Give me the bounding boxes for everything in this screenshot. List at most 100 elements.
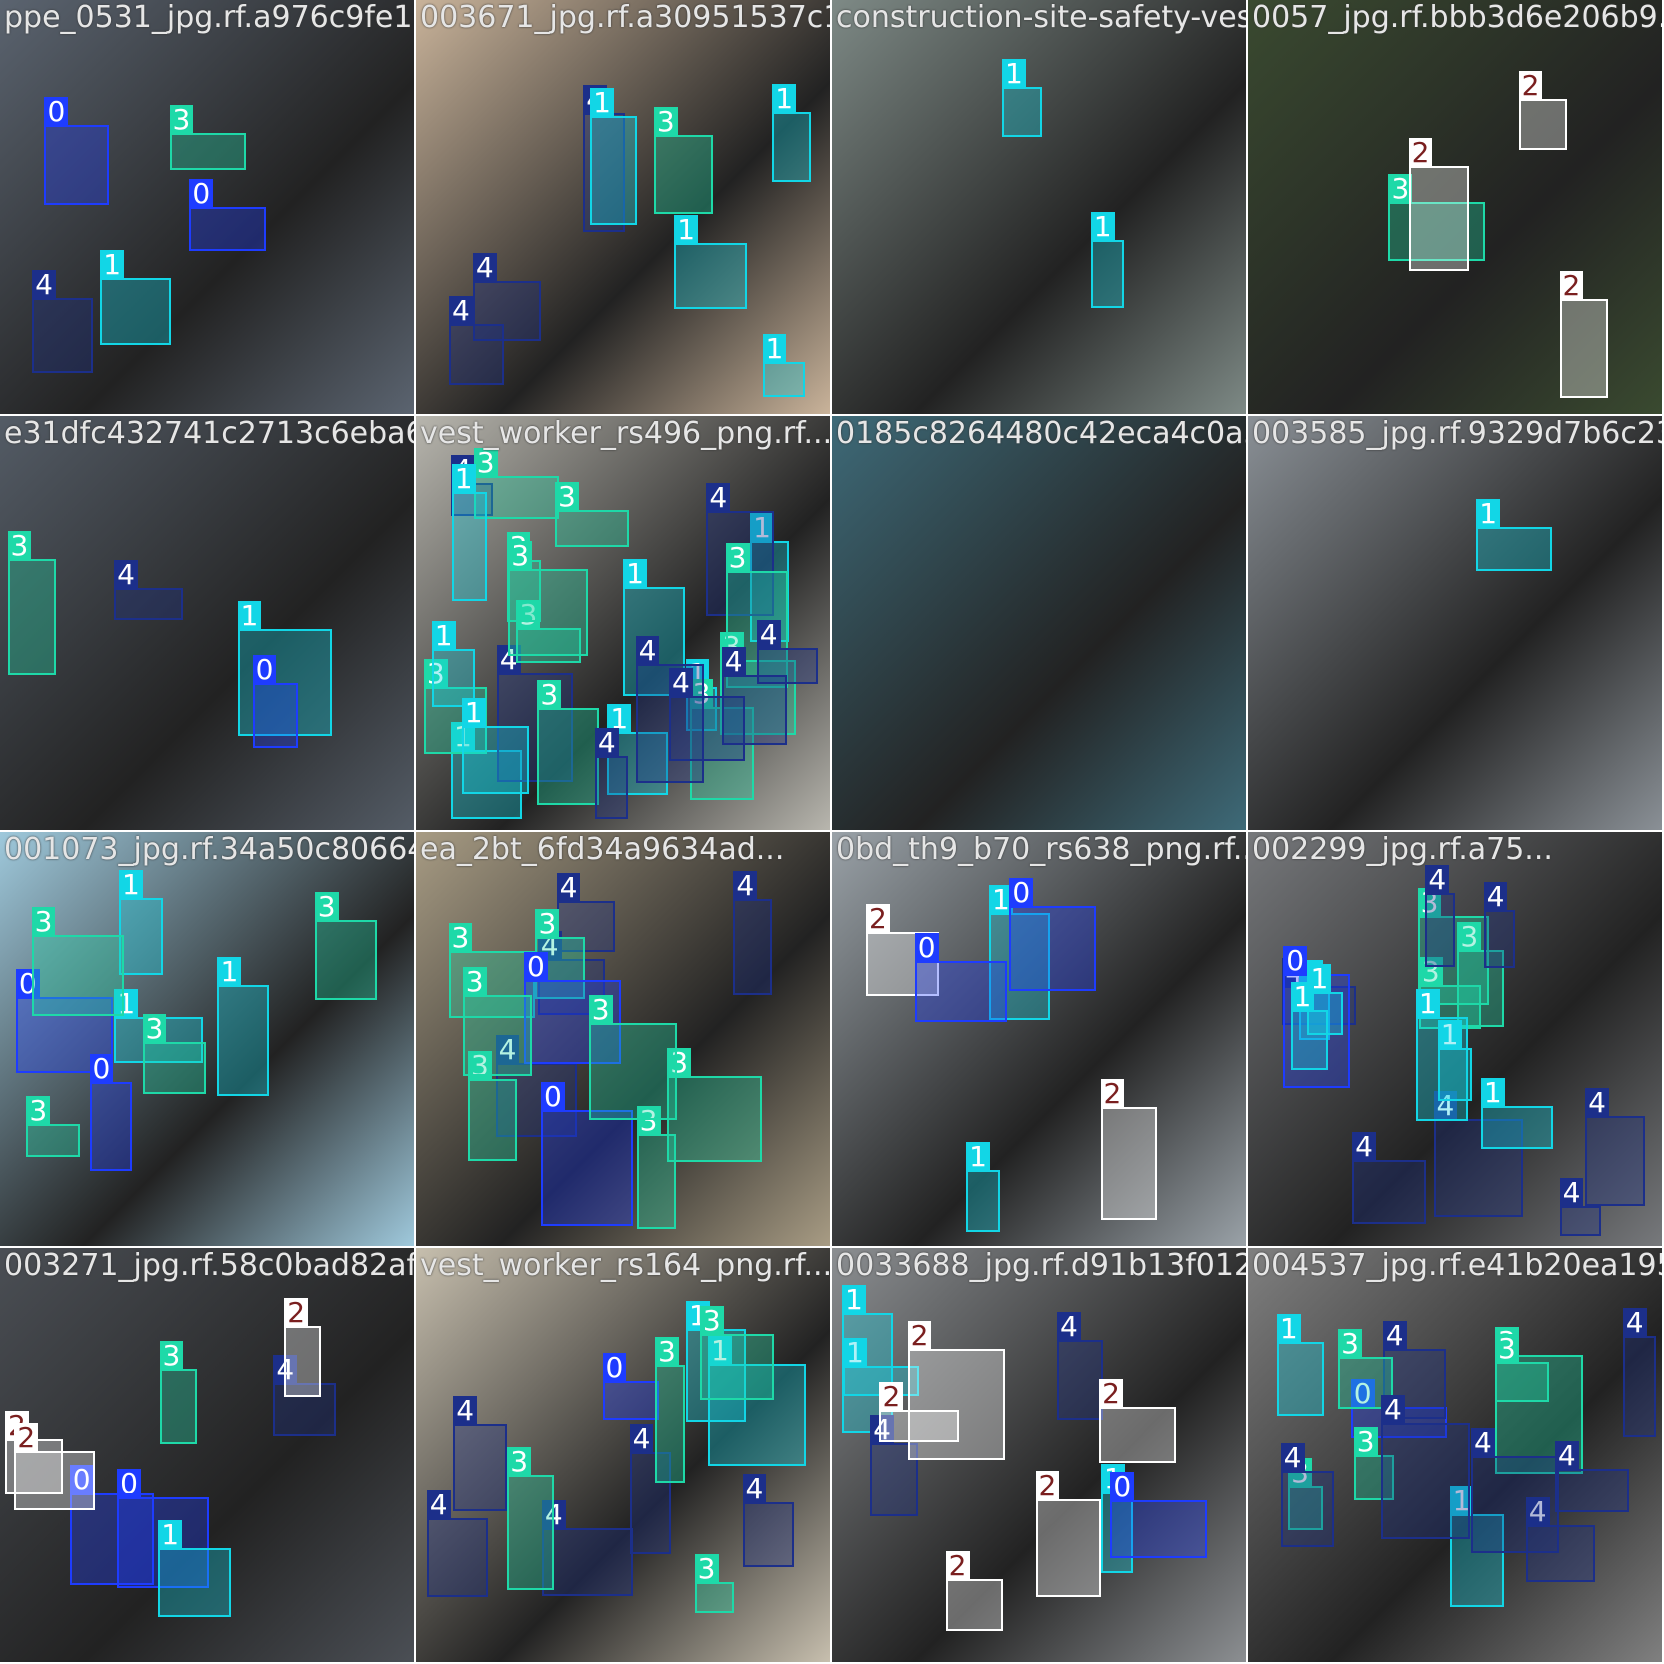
bbox-class-3: 3 bbox=[315, 920, 377, 1000]
tile-filename: vest_worker_rs164_png.rf... bbox=[420, 1248, 832, 1283]
bbox-class-4: 4 bbox=[1425, 893, 1455, 967]
bbox-label: 3 bbox=[555, 482, 579, 512]
bbox-label: 4 bbox=[1383, 1321, 1407, 1351]
bbox-label: 3 bbox=[655, 1337, 679, 1367]
bbox-label: 3 bbox=[507, 1447, 531, 1477]
bbox-label: 3 bbox=[1354, 1427, 1378, 1457]
bbox-class-3: 3 bbox=[143, 1042, 207, 1095]
bbox-label: 2 bbox=[1519, 71, 1543, 101]
bbox-class-4: 4 bbox=[1057, 1340, 1103, 1421]
bbox-class-1: 1 bbox=[1091, 240, 1124, 307]
bbox-label: 3 bbox=[1338, 1329, 1362, 1359]
tile-filename: ea_2bt_6fd34a9634ad... bbox=[420, 832, 784, 867]
bbox-class-2: 2 bbox=[908, 1349, 1006, 1459]
mosaic-tile: 0bd_th9_b70_rs638_png.rf... 2 2 1 0 1 0 bbox=[832, 832, 1248, 1248]
bbox-label: 4 bbox=[757, 620, 781, 650]
bbox-label: 3 bbox=[1495, 1334, 1519, 1364]
bbox-label: 3 bbox=[700, 1306, 724, 1336]
bbox-class-2: 2 bbox=[1036, 1499, 1101, 1597]
bbox-class-2: 2 bbox=[946, 1579, 1003, 1631]
bbox-class-4: 4 bbox=[1281, 1471, 1334, 1547]
bbox-class-3: 3 bbox=[1495, 1362, 1549, 1401]
bbox-label: 3 bbox=[463, 967, 487, 997]
bbox-class-3: 3 bbox=[700, 1334, 774, 1400]
bbox-label: 4 bbox=[427, 1490, 451, 1520]
bbox-label: 1 bbox=[842, 1285, 866, 1315]
bbox-label: 4 bbox=[1425, 865, 1449, 895]
tile-filename: vest_worker_rs496_png.rf... bbox=[420, 416, 832, 451]
bbox-label: 4 bbox=[1585, 1088, 1609, 1118]
mosaic-tile: 003271_jpg.rf.58c0bad82afb...04130222 bbox=[0, 1248, 416, 1664]
bbox-class-3: 3 bbox=[8, 559, 57, 675]
bbox-label: 3 bbox=[32, 907, 56, 937]
bbox-class-3: 3 bbox=[32, 935, 125, 1016]
mosaic-tile: 0057_jpg.rf.bbb3d6e206b9... 3 2 2 2 bbox=[1248, 0, 1664, 416]
bbox-class-4: 4 bbox=[1381, 1423, 1470, 1539]
bbox-label: 0 bbox=[1283, 946, 1307, 976]
bbox-label: 1 bbox=[623, 559, 647, 589]
bbox-class-3: 3 bbox=[654, 135, 713, 215]
bbox-label: 4 bbox=[669, 668, 693, 698]
bbox-class-4: 4 bbox=[1484, 910, 1515, 968]
bbox-class-1: 1 bbox=[1291, 1010, 1329, 1070]
bbox-class-0: 0 bbox=[253, 683, 298, 748]
mosaic-tile: 0033688_jpg.rf.d91b13f0125d...1144102222… bbox=[832, 1248, 1248, 1664]
bbox-label: 3 bbox=[170, 105, 194, 135]
bbox-label: 4 bbox=[733, 871, 757, 901]
bbox-label: 0 bbox=[524, 952, 548, 982]
bbox-label: 3 bbox=[508, 541, 532, 571]
bbox-label: 1 bbox=[158, 1520, 182, 1550]
bbox-class-4: 4 bbox=[595, 756, 629, 819]
bbox-label: 1 bbox=[1091, 212, 1115, 242]
bbox-label: 1 bbox=[1002, 59, 1026, 89]
bbox-class-4: 4 bbox=[427, 1518, 488, 1597]
bbox-label: 1 bbox=[238, 601, 262, 631]
mosaic-tile: 002299_jpg.rf.a75...33344444441110111 bbox=[1248, 832, 1664, 1248]
bbox-class-2: 2 bbox=[14, 1451, 95, 1510]
bbox-label: 4 bbox=[473, 253, 497, 283]
bbox-class-2: 2 bbox=[1560, 299, 1609, 398]
bbox-label: 2 bbox=[1409, 138, 1433, 168]
tile-photo bbox=[0, 416, 414, 830]
bbox-label: 0 bbox=[90, 1054, 114, 1084]
bbox-label: 0 bbox=[603, 1353, 627, 1383]
bbox-class-1: 1 bbox=[217, 985, 268, 1097]
bbox-label: 1 bbox=[763, 334, 787, 364]
mosaic-tile: construction-site-safety-vest... 1 1 bbox=[832, 0, 1248, 416]
bbox-class-4: 4 bbox=[1555, 1469, 1629, 1512]
tile-filename: 003671_jpg.rf.a30951537c1f145cs... bbox=[420, 0, 832, 35]
bbox-class-4: 4 bbox=[32, 298, 93, 374]
mosaic-tile: ppe_0531_jpg.rf.a976c9fe150...04130 bbox=[0, 0, 416, 416]
bbox-label: 4 bbox=[722, 647, 746, 677]
mosaic-tile: 003585_jpg.rf.9329d7b6c2329e...1 bbox=[1248, 416, 1664, 832]
tile-photo bbox=[832, 832, 1246, 1246]
bbox-class-3: 3 bbox=[26, 1124, 79, 1156]
bbox-class-4: 4 bbox=[1585, 1116, 1645, 1206]
bbox-class-4: 4 bbox=[1352, 1160, 1426, 1223]
tile-filename: 0033688_jpg.rf.d91b13f0125d... bbox=[836, 1248, 1248, 1283]
bbox-label: 2 bbox=[866, 904, 890, 934]
bbox-class-2: 2 bbox=[1099, 1407, 1176, 1464]
bbox-label: 2 bbox=[1101, 1079, 1125, 1109]
bbox-label: 1 bbox=[1476, 499, 1500, 529]
bbox-label: 1 bbox=[452, 464, 476, 494]
bbox-label: 0 bbox=[541, 1082, 565, 1112]
bbox-label: 2 bbox=[1036, 1471, 1060, 1501]
bbox-class-1: 1 bbox=[1481, 1106, 1553, 1149]
bbox-label: 1 bbox=[1291, 982, 1315, 1012]
bbox-class-1: 1 bbox=[452, 492, 487, 601]
bbox-label: 2 bbox=[946, 1551, 970, 1581]
tile-photo bbox=[832, 0, 1246, 414]
tile-filename: 0185c8264480c42eca4c0a3d5... bbox=[836, 416, 1248, 451]
bbox-class-1: 1 bbox=[100, 278, 171, 345]
mosaic-tile: 0185c8264480c42eca4c0a3d5... bbox=[832, 416, 1248, 832]
bbox-class-2: 2 bbox=[284, 1326, 321, 1397]
tile-filename: ppe_0531_jpg.rf.a976c9fe150... bbox=[4, 0, 416, 35]
bbox-label: 4 bbox=[557, 873, 581, 903]
mosaic-tile: ea_2bt_6fd34a9634ad... 4 4 4 4 0 3 3 3 3 3 0 3 3 bbox=[416, 832, 832, 1248]
bbox-class-3: 3 bbox=[655, 1365, 685, 1483]
mosaic-tile: e31dfc432741c2713c6eba69...1403 bbox=[0, 416, 416, 832]
bbox-class-1: 1 bbox=[590, 116, 637, 226]
bbox-class-1: 1 bbox=[763, 362, 805, 397]
bbox-label: 3 bbox=[695, 1554, 719, 1584]
